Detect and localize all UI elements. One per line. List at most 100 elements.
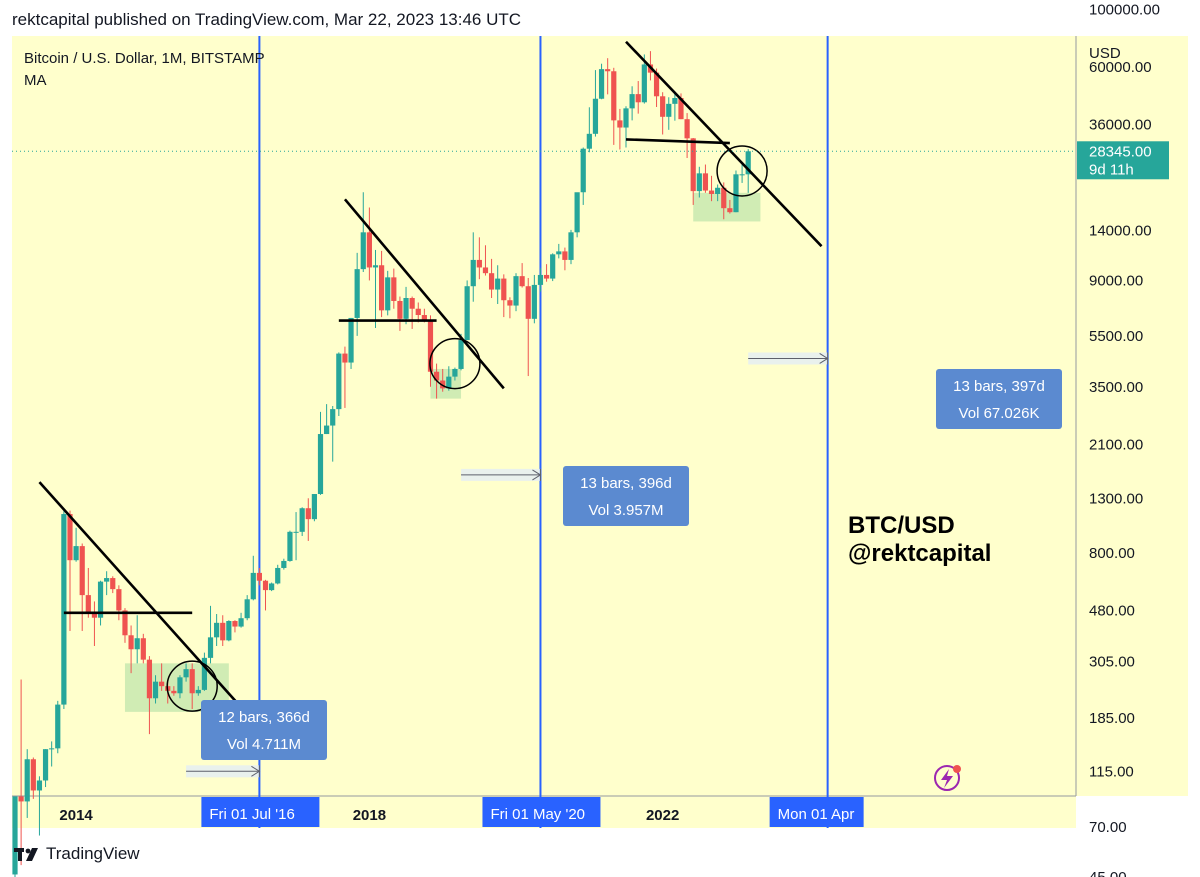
candle[interactable] [61, 511, 67, 710]
candle[interactable] [574, 192, 580, 238]
candle[interactable] [733, 170, 739, 213]
candle[interactable] [24, 749, 30, 818]
candle[interactable] [446, 366, 452, 391]
candle[interactable] [684, 113, 690, 159]
candle[interactable] [372, 249, 379, 328]
candle[interactable] [531, 274, 537, 324]
candle[interactable] [67, 510, 73, 631]
candle[interactable] [556, 243, 562, 259]
candle[interactable] [464, 280, 470, 341]
candle[interactable] [348, 317, 354, 369]
candle[interactable] [525, 277, 531, 377]
candle[interactable] [427, 315, 434, 387]
candle[interactable] [269, 582, 275, 592]
candle[interactable] [360, 192, 366, 273]
tradingview-logo[interactable]: TradingView [14, 844, 140, 864]
candle[interactable] [495, 265, 501, 305]
candle[interactable] [635, 81, 641, 114]
descending-trendline[interactable] [38, 481, 255, 722]
date-range-measure[interactable] [461, 468, 542, 481]
candle[interactable] [207, 605, 214, 664]
candle[interactable] [262, 579, 269, 611]
candle[interactable] [690, 137, 696, 205]
candle[interactable] [293, 512, 299, 561]
candle[interactable] [586, 107, 592, 153]
candle[interactable] [36, 776, 43, 836]
candle[interactable] [214, 614, 220, 647]
candle[interactable] [739, 164, 745, 183]
candle[interactable] [159, 663, 165, 691]
candle[interactable] [598, 63, 605, 100]
candle[interactable] [415, 302, 421, 323]
candle[interactable] [611, 67, 617, 145]
candle[interactable] [189, 663, 195, 710]
candle[interactable] [256, 567, 262, 586]
descending-trendline[interactable] [343, 198, 505, 390]
candle[interactable] [104, 571, 110, 596]
date-range-measure[interactable] [748, 352, 829, 365]
candle[interactable] [97, 580, 104, 626]
candle[interactable] [409, 296, 415, 329]
candle[interactable] [287, 530, 293, 562]
candle[interactable] [42, 749, 49, 788]
candle[interactable] [660, 92, 666, 135]
candle[interactable] [397, 296, 403, 331]
candle[interactable] [30, 757, 36, 799]
candle[interactable] [537, 268, 544, 292]
candle[interactable] [379, 250, 385, 318]
candle[interactable] [336, 352, 342, 416]
candle[interactable] [324, 404, 330, 435]
candle[interactable] [55, 700, 61, 754]
candle[interactable] [696, 166, 702, 198]
candle[interactable] [470, 232, 476, 302]
candle[interactable] [110, 576, 116, 594]
candle[interactable] [672, 91, 678, 121]
candle[interactable] [299, 507, 305, 536]
lightning-icon[interactable] [934, 765, 961, 791]
accumulation-zone[interactable] [693, 192, 761, 222]
candle[interactable] [488, 258, 495, 299]
candle[interactable] [152, 675, 159, 704]
candle[interactable] [49, 741, 55, 767]
candle[interactable] [73, 527, 79, 562]
candle[interactable] [403, 286, 409, 325]
candle[interactable] [177, 675, 183, 699]
candle[interactable] [482, 245, 489, 276]
candle[interactable] [116, 585, 122, 621]
candle[interactable] [146, 656, 153, 735]
candle[interactable] [18, 679, 24, 866]
candle[interactable] [244, 595, 250, 621]
candle[interactable] [513, 273, 519, 312]
candle[interactable] [128, 625, 134, 674]
candle[interactable] [708, 175, 715, 202]
candle[interactable] [354, 252, 360, 336]
candle[interactable] [501, 274, 507, 318]
candle[interactable] [250, 555, 256, 601]
candle[interactable] [232, 620, 238, 633]
candle[interactable] [592, 70, 599, 137]
candle[interactable] [238, 612, 244, 628]
candle[interactable] [550, 253, 556, 282]
candle[interactable] [391, 268, 397, 309]
candle[interactable] [311, 494, 317, 522]
candle[interactable] [91, 601, 98, 647]
candle[interactable] [226, 620, 232, 642]
candle[interactable] [171, 686, 177, 696]
candle[interactable] [476, 237, 482, 280]
candle[interactable] [562, 247, 568, 271]
candle[interactable] [519, 263, 525, 288]
candle[interactable] [220, 615, 226, 647]
candle[interactable] [568, 229, 574, 265]
candle[interactable] [201, 652, 208, 691]
candle[interactable] [715, 184, 721, 202]
candle[interactable] [79, 543, 85, 631]
candle[interactable] [305, 498, 311, 541]
candle[interactable] [140, 633, 146, 664]
candle[interactable] [12, 796, 18, 877]
support-line[interactable] [625, 138, 730, 145]
candle[interactable] [330, 406, 336, 462]
date-range-measure[interactable] [186, 765, 261, 778]
candle[interactable] [617, 108, 623, 150]
candle[interactable] [275, 564, 281, 585]
